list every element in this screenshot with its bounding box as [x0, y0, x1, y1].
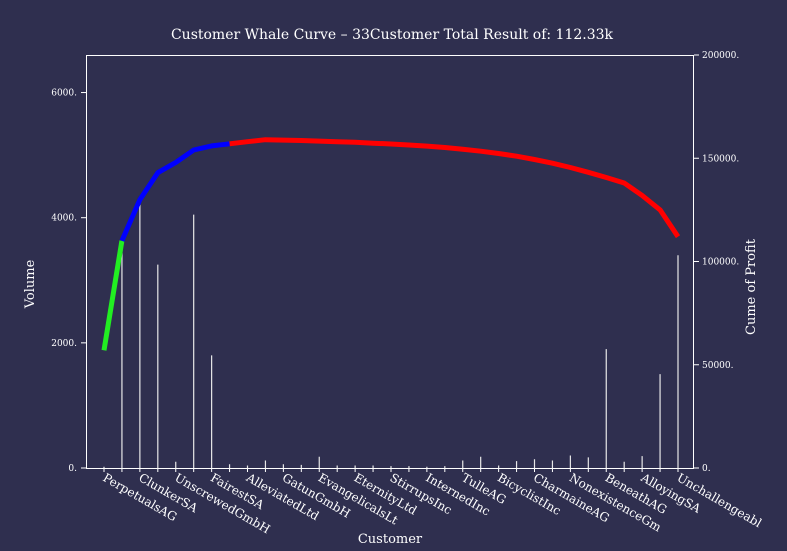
y-tick-label: 4000. [51, 214, 77, 224]
y2-tick-label: 200000. [702, 51, 739, 61]
y-tick-label: 2000. [51, 339, 77, 349]
y-tick-label: 6000. [51, 89, 77, 99]
y-axis-left: 0. 2000. 4000. 6000. [51, 89, 86, 474]
y2-tick-label: 0. [702, 464, 711, 474]
cume-profit-curve [101, 137, 681, 351]
y-tick-label: 0. [68, 464, 77, 474]
chart-title: Customer Whale Curve – 33Customer Total … [171, 27, 614, 43]
y2-tick-label: 100000. [702, 258, 739, 268]
y2-axis-label: Cume of Profit [744, 238, 759, 335]
curve-segment [119, 141, 230, 242]
y-axis-label: Volume [23, 259, 38, 309]
y2-tick-label: 150000. [702, 154, 739, 164]
x-axis-label: Customer [358, 532, 423, 546]
y2-tick-label: 50000. [702, 361, 734, 371]
curve-segment [229, 137, 681, 239]
x-axis: PerpetualsAGClunkerSAUnscrewedGmbHFaires… [101, 468, 764, 536]
curve-segment [101, 240, 125, 351]
volume-bars [103, 202, 679, 468]
y-axis-right: 0. 50000. 100000. 150000. 200000. [694, 51, 739, 474]
